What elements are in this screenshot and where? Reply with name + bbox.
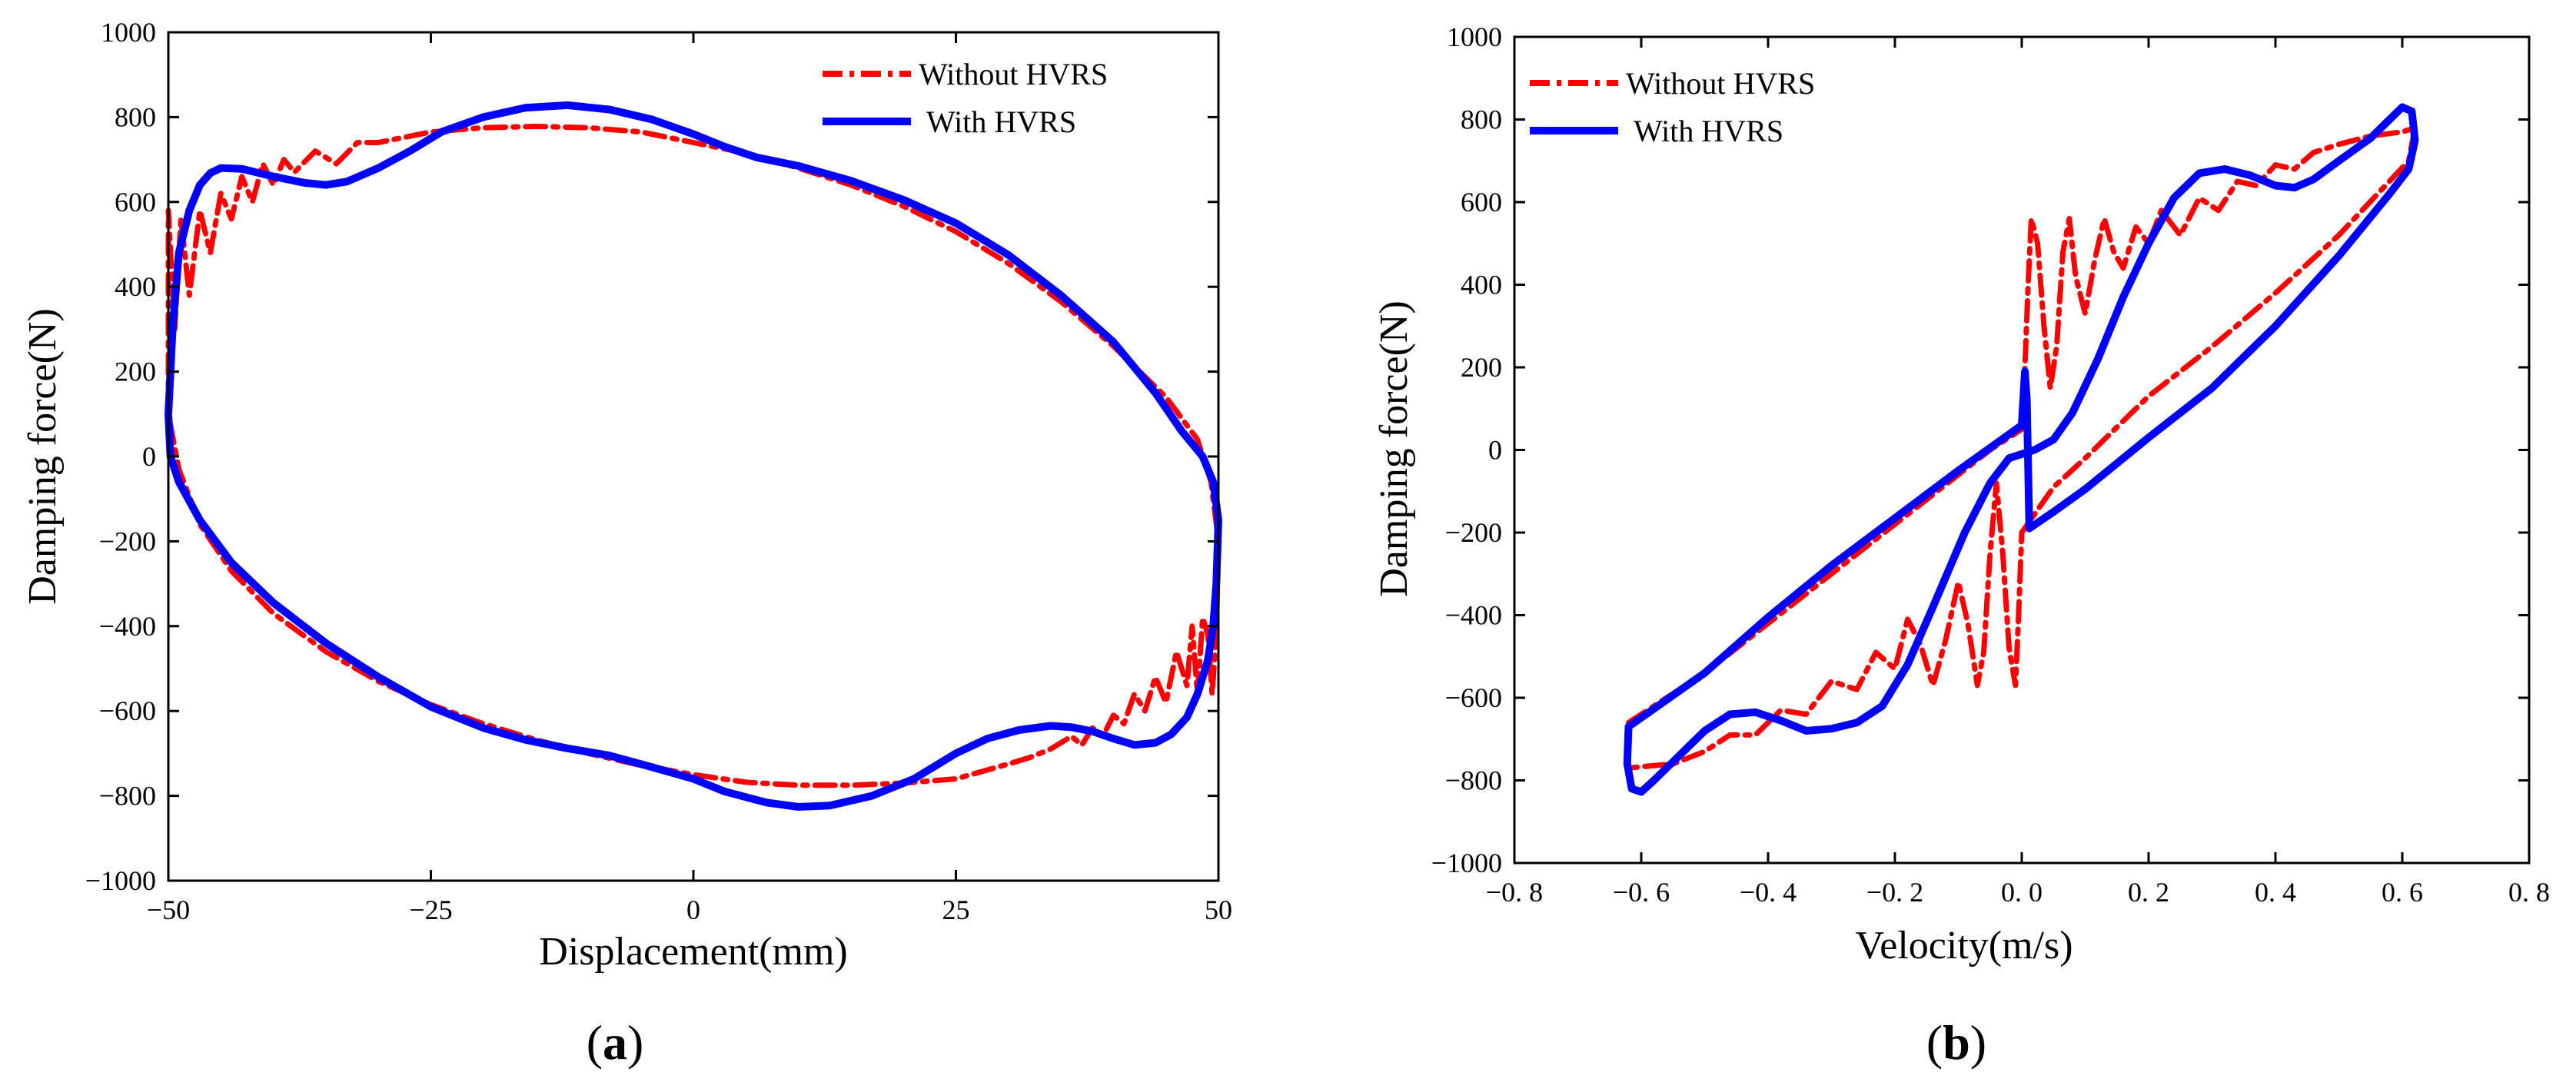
- x-tick-label: 0. 4: [2255, 877, 2296, 908]
- legend-label-without-hvrs-b: Without HVRS: [1626, 66, 1815, 101]
- legend-a: Without HVRS With HVRS: [823, 57, 1108, 139]
- y-axis-label-a: Damping force(N): [21, 308, 65, 605]
- y-tick-label: −1000: [1431, 848, 1502, 878]
- plot-area-b: [1623, 103, 2419, 796]
- y-tick-label: −600: [1445, 682, 1502, 713]
- x-tick-label: 0. 6: [2382, 877, 2423, 908]
- y-tick-label: 600: [1461, 187, 1502, 217]
- tick-marks-b: [1513, 35, 2531, 865]
- y-tick-label: 800: [115, 101, 156, 132]
- series-line-without-hvrs: [1626, 124, 2418, 771]
- y-tick-label: 1000: [1447, 22, 1502, 52]
- x-tick-label: −50: [147, 895, 190, 925]
- y-tick-label: 200: [1461, 352, 1502, 383]
- x-tick-labels-b: −0. 8 −0. 6 −0. 4 −0. 2 0. 0 0. 2 0. 4 0. 6 0. 8: [1486, 877, 2550, 908]
- x-axis-label-a: Displacement(mm): [539, 930, 847, 974]
- y-tick-label: 0: [142, 441, 156, 472]
- legend-label-with-hvrs-b: With HVRS: [1634, 114, 1783, 148]
- x-tick-label: −0. 6: [1613, 877, 1670, 908]
- panel-letter-b: b: [1943, 1015, 1970, 1070]
- y-tick-label: 200: [115, 357, 156, 387]
- x-tick-label: −0. 2: [1866, 877, 1923, 908]
- y-tick-label: −800: [99, 781, 156, 812]
- y-axis-label-b: Damping force(N): [1372, 300, 1416, 597]
- plot-area-a: [165, 101, 1222, 811]
- y-tick-label: 400: [115, 271, 156, 302]
- y-tick-labels-b: −1000 −800 −600 −400 −200 0 200 400 600 800 1000: [1431, 22, 1502, 878]
- chart-panel-a: −50 −25 0 25 50 −1000 −800 −600 −400 −200 0 200 400…: [21, 17, 1232, 1070]
- tick-marks-a: [167, 31, 1220, 882]
- panel-label-b: (b): [1926, 1015, 1986, 1070]
- series-line-without-hvrs: [165, 124, 1222, 788]
- y-tick-label: 600: [115, 187, 156, 217]
- axes-frame-b: [1513, 35, 2531, 865]
- y-tick-label: 800: [1461, 105, 1502, 135]
- x-axis-label-b: Velocity(m/s): [1855, 924, 2072, 968]
- legend-label-without-hvrs-a: Without HVRS: [919, 57, 1108, 91]
- y-tick-label: 0: [1488, 435, 1502, 466]
- legend-b: Without HVRS With HVRS: [1530, 66, 1815, 148]
- y-tick-label: 400: [1461, 270, 1502, 300]
- x-tick-label: 25: [942, 895, 970, 925]
- legend-label-with-hvrs-a: With HVRS: [926, 105, 1076, 139]
- panel-label-a: (a): [587, 1015, 644, 1070]
- y-tick-label: −200: [99, 526, 156, 556]
- y-tick-label: −400: [1445, 600, 1502, 631]
- y-tick-label: −200: [1445, 517, 1502, 548]
- y-tick-label: 1000: [101, 17, 156, 48]
- y-tick-label: −600: [99, 695, 156, 726]
- x-tick-label: 0. 2: [2128, 877, 2169, 908]
- y-tick-label: −800: [1445, 765, 1502, 796]
- x-tick-label: 0. 8: [2508, 877, 2550, 908]
- panel-letter-a: a: [603, 1015, 627, 1070]
- y-tick-label: −400: [99, 611, 156, 642]
- x-tick-labels-a: −50 −25 0 25 50: [147, 895, 1232, 925]
- x-tick-label: 50: [1205, 895, 1232, 925]
- series-line-with-hvrs: [165, 101, 1222, 811]
- x-tick-label: −25: [409, 895, 452, 925]
- y-tick-labels-a: −1000 −800 −600 −400 −200 0 200 400 600 800 1000: [85, 17, 156, 896]
- x-tick-label: −0. 4: [1740, 877, 1797, 908]
- y-tick-label: −1000: [85, 865, 156, 896]
- x-tick-label: 0: [686, 895, 700, 925]
- x-tick-label: −0. 8: [1486, 877, 1543, 908]
- x-tick-label: 0. 0: [2001, 877, 2043, 908]
- chart-panel-b: −0. 8 −0. 6 −0. 4 −0. 2 0. 0 0. 2 0. 4 0. 6 0. 8…: [1372, 22, 2550, 1070]
- series-line-with-hvrs: [1623, 103, 2419, 796]
